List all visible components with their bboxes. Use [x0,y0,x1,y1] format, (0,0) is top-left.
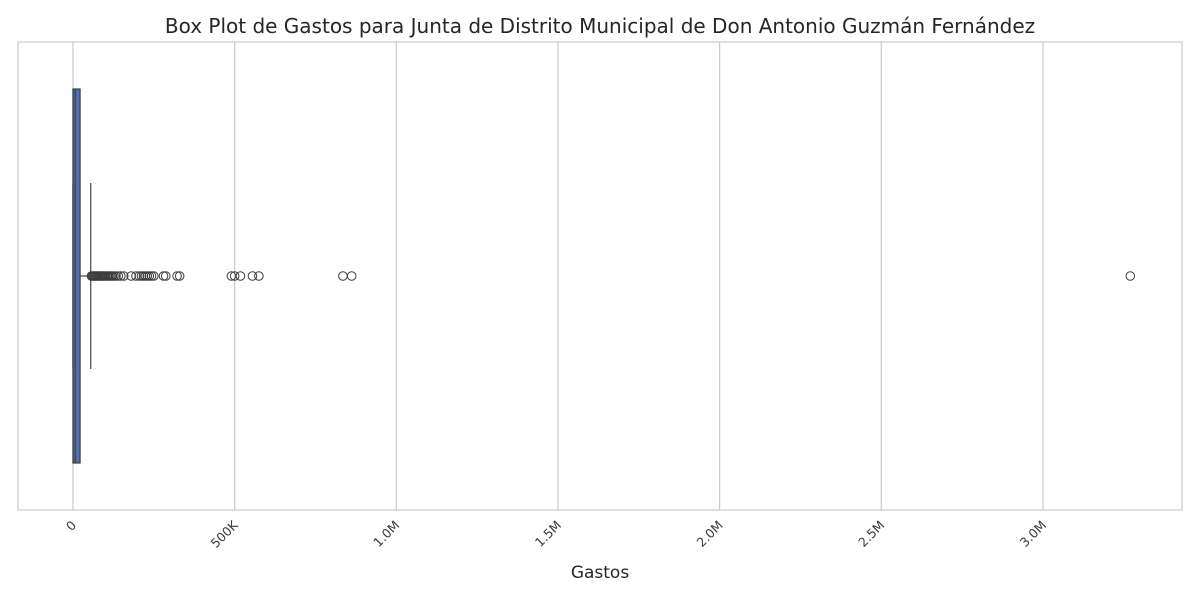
outlier-point [149,271,159,281]
outlier-point [118,271,129,281]
box-layer [72,88,92,464]
outlier-point [116,271,126,281]
outlier-points [86,271,1136,281]
outlier-point [254,271,264,281]
outlier-point [158,271,169,281]
outlier-point [338,271,348,281]
x-tick-label: 1.5M [532,518,564,550]
outlier-point [134,271,145,281]
outlier-point [174,271,185,281]
outlier-point [126,271,136,281]
outlier-point [346,271,357,281]
x-axis-label: Gastos [571,563,630,583]
outlier-point [111,271,121,281]
box-iqr [72,88,81,464]
x-tick-label: 1.0M [370,518,402,550]
plot-area-frame [17,41,1183,511]
x-tick-label: 0 [63,517,79,533]
outlier-point [229,271,240,281]
outlier-point [235,271,246,281]
outlier-point [131,271,141,281]
outlier-point [247,271,258,281]
x-tick-label: 2.5M [855,518,887,550]
outlier-point [172,271,182,281]
grid-lines [72,42,1044,510]
outlier-point [146,271,157,281]
outlier-point [113,271,124,281]
x-tick-labels: 0 500K 1.0M 1.5M 2.0M 2.5M 3.0M [63,517,1049,551]
chart-title: Box Plot de Gastos para Junta de Distrit… [165,14,1035,38]
x-tick-label: 500K [207,517,241,551]
outlier-point [144,271,155,281]
outlier-point [160,271,171,281]
x-tick-label: 2.0M [693,518,725,550]
outlier-point [1125,271,1136,281]
x-tick-label: 3.0M [1017,518,1049,550]
